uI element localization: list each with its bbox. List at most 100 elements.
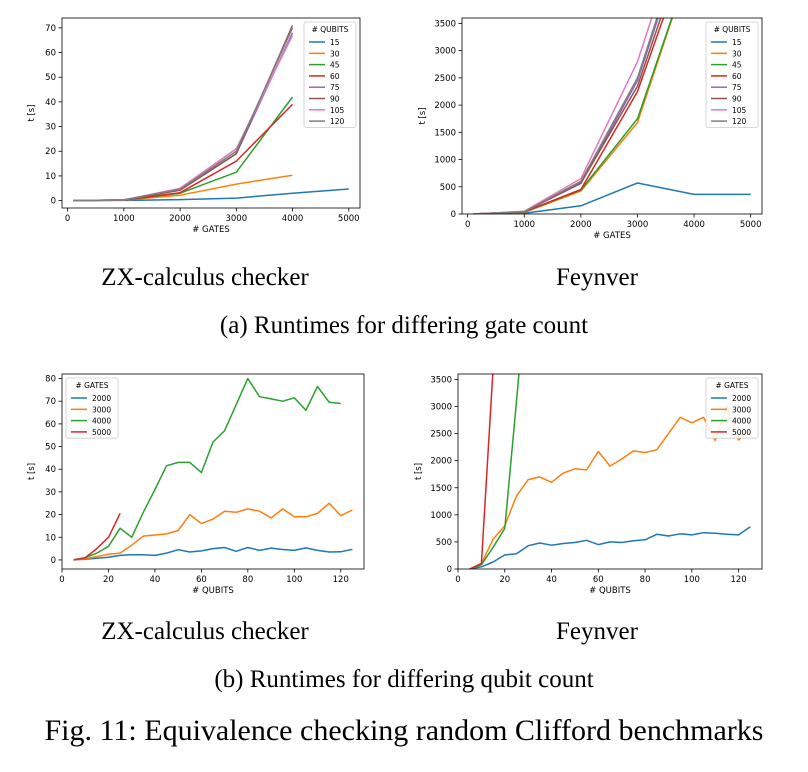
legend: # GATES 2000 3000 4000 5000 — [705, 377, 759, 439]
series-line-3000 — [73, 502, 353, 561]
series-line-75 — [473, 18, 659, 214]
chart-svg: 0 20 40 60 80 100 120 0 500 1000 1500 2000 2500 3000 3… — [414, 373, 763, 596]
legend-label-2000: 2000 — [92, 394, 111, 403]
subtitle-zx-qubits: ZX-calculus checker — [101, 618, 309, 645]
legend-label-4000: 4000 — [732, 417, 751, 426]
legend-label-75: 75 — [330, 83, 340, 92]
y-tick-label: 2000 — [434, 101, 456, 111]
series-group — [73, 377, 353, 561]
legend-title: # GATES — [715, 381, 748, 390]
x-tick-label: 5000 — [740, 220, 762, 230]
series-line-90 — [73, 25, 294, 202]
legend-label-60: 60 — [732, 72, 742, 81]
series-line-75 — [73, 32, 294, 202]
y-tick-label: 3000 — [430, 403, 452, 413]
y-tick-label: 500 — [440, 183, 456, 193]
series-line-45 — [73, 96, 294, 202]
x-axis-label: # GATES — [593, 231, 631, 241]
x-tick-label: 60 — [593, 575, 604, 585]
legend-label-75: 75 — [732, 83, 742, 92]
series-group — [473, 18, 751, 214]
series-line-105 — [473, 18, 653, 214]
x-tick-label: 100 — [286, 575, 302, 585]
legend-title: # QUBITS — [312, 25, 349, 34]
y-tick-label: 0 — [51, 197, 56, 207]
legend-label-60: 60 — [330, 72, 340, 81]
x-tick-label: 20 — [499, 575, 510, 585]
subtitle-feynver-qubits: Feynver — [556, 618, 638, 645]
x-tick-label: 40 — [150, 575, 161, 585]
x-tick-label: 2000 — [169, 214, 191, 224]
legend-label-5000: 5000 — [732, 428, 751, 437]
y-tick-label: 3500 — [430, 375, 452, 385]
y-tick-label: 70 — [45, 397, 56, 407]
series-line-15 — [73, 188, 349, 202]
y-tick-label: 70 — [45, 24, 56, 34]
legend-label-45: 45 — [330, 61, 340, 70]
caption-part-a: (a) Runtimes for differing gate count — [219, 312, 589, 339]
y-tick-label: 2000 — [430, 457, 452, 467]
chart-qubits-zx: 0 20 40 60 80 100 120 0 10 20 30 40 50 60 70 80 # QUBITS… — [0, 366, 404, 616]
y-tick-label: 40 — [45, 465, 56, 475]
y-tick-label: 50 — [45, 443, 56, 453]
legend-label-15: 15 — [732, 38, 742, 47]
x-tick-label: 120 — [333, 575, 349, 585]
y-tick-label: 80 — [45, 375, 56, 385]
x-tick-label: 2000 — [570, 220, 592, 230]
legend-label-105: 105 — [330, 106, 345, 115]
series-line-4000 — [73, 377, 341, 561]
y-tick-label: 3000 — [434, 47, 456, 57]
y-tick-label: 60 — [45, 49, 56, 59]
series-line-2000 — [469, 526, 751, 569]
legend-label-90: 90 — [732, 95, 742, 104]
legend-label-3000: 3000 — [732, 405, 751, 414]
subtitle-zx-gates: ZX-calculus checker — [101, 264, 309, 291]
y-tick-label: 50 — [45, 73, 56, 83]
series-line-4000 — [469, 374, 520, 569]
y-tick-label: 3500 — [434, 19, 456, 29]
chart-qubits-feynver: 0 20 40 60 80 100 120 0 500 1000 1500 2000 2500 3000 3… — [404, 366, 808, 616]
series-group — [73, 25, 349, 202]
y-tick-label: 1500 — [434, 128, 456, 138]
y-axis-label: t [s] — [27, 104, 37, 121]
y-axis-label: t [s] — [27, 463, 37, 480]
x-tick-label: 0 — [465, 220, 470, 230]
x-tick-label: 40 — [546, 575, 557, 585]
legend-label-105: 105 — [732, 106, 747, 115]
x-tick-label: 4000 — [282, 214, 304, 224]
x-tick-label: 5000 — [338, 214, 360, 224]
x-tick-label: 100 — [684, 575, 700, 585]
legend-label-120: 120 — [732, 117, 747, 126]
plot-frame — [61, 17, 361, 209]
x-axis-label: # QUBITS — [192, 586, 234, 596]
x-tick-label: 120 — [730, 575, 746, 585]
x-axis-label: # QUBITS — [589, 586, 631, 596]
x-tick-label: 4000 — [683, 220, 705, 230]
y-tick-label: 500 — [436, 538, 452, 548]
series-line-120 — [473, 18, 658, 214]
x-tick-label: 80 — [242, 575, 253, 585]
series-line-105 — [73, 34, 294, 202]
chart-gates-zx: 0 1000 2000 3000 4000 5000 0 10 20 30 40 50 60 70 # GA… — [0, 8, 404, 258]
y-tick-label: 60 — [45, 420, 56, 430]
y-tick-label: 30 — [45, 488, 56, 498]
y-axis-label: t [s] — [414, 463, 424, 480]
plot-frame — [461, 17, 763, 215]
series-group — [469, 374, 751, 569]
y-tick-label: 1500 — [430, 484, 452, 494]
series-line-3000 — [469, 405, 751, 569]
x-tick-label: 0 — [65, 214, 70, 224]
x-tick-label: 1000 — [513, 220, 535, 230]
y-tick-label: 0 — [51, 556, 56, 566]
y-tick-label: 1000 — [434, 156, 456, 166]
series-line-30 — [473, 18, 674, 214]
legend-box — [65, 377, 119, 439]
legend-label-5000: 5000 — [92, 428, 111, 437]
chart-svg: 0 1000 2000 3000 4000 5000 0 500 1000 1500 2000 250… — [418, 17, 763, 241]
legend-title: # QUBITS — [714, 25, 751, 34]
x-tick-label: 0 — [59, 575, 64, 585]
x-tick-label: 20 — [103, 575, 114, 585]
legend-label-30: 30 — [330, 49, 340, 58]
legend-box — [705, 21, 759, 128]
y-tick-label: 40 — [45, 98, 56, 108]
